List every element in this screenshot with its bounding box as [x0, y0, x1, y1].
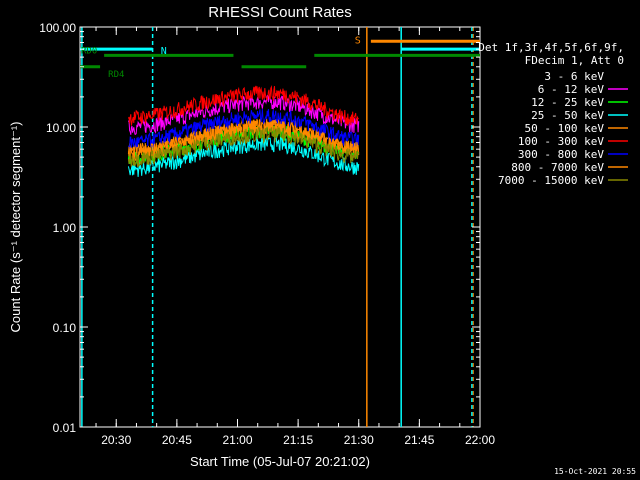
y-tick-label: 10.00	[46, 121, 76, 135]
y-tick-label: 100.00	[39, 21, 76, 35]
y-axis-label: Count Rate (s⁻¹ detector segment⁻¹)	[8, 122, 23, 333]
legend: Det 1f,3f,4f,5f,6f,9f, FDecim 1, Att 0 3…	[478, 41, 628, 187]
series-line	[127, 108, 360, 150]
saa-label: S	[355, 35, 361, 46]
chart-title: RHESSI Count Rates	[208, 4, 351, 21]
rd4-label: RD4	[108, 70, 124, 80]
x-tick-label: 20:45	[162, 433, 192, 447]
x-tick-label: 22:00	[465, 433, 495, 447]
x-tick-label: 21:30	[344, 433, 374, 447]
legend-header-2: FDecim 1, Att 0	[525, 54, 624, 67]
date-stamp: 15-Oct-2021 20:55	[554, 467, 636, 476]
y-tick-label: 0.01	[53, 421, 77, 435]
series-line	[127, 94, 360, 135]
legend-label: 800 - 7000 keV	[511, 161, 604, 174]
rd0-label: RD0	[81, 46, 97, 56]
x-tick-label: 21:45	[404, 433, 434, 447]
legend-label: 7000 - 15000 keV	[498, 174, 604, 187]
x-axis-ticks: 20:30 20:45 21:00 21:15 21:30 21:45 22:00	[95, 27, 495, 447]
legend-label: 3 - 6 keV	[544, 70, 604, 83]
x-tick-label: 21:15	[283, 433, 313, 447]
legend-label: 25 - 50 keV	[531, 109, 604, 122]
x-tick-label: 20:30	[101, 433, 131, 447]
night-label: N	[161, 46, 167, 57]
legend-label: 6 - 12 keV	[538, 83, 605, 96]
y-tick-label: 0.10	[53, 321, 77, 335]
legend-label: 50 - 100 keV	[525, 122, 605, 135]
legend-label: 12 - 25 keV	[531, 96, 604, 109]
legend-label: 300 - 800 keV	[518, 148, 604, 161]
series-line	[127, 126, 360, 168]
legend-header-1: Det 1f,3f,4f,5f,6f,9f,	[478, 41, 624, 54]
y-tick-label: 1.00	[53, 221, 77, 235]
series-line	[127, 85, 359, 126]
flags-group: N S RD0 RD4	[80, 35, 480, 80]
y-axis-ticks: 0.01 0.10 1.00 10.00 100.00	[39, 21, 480, 435]
x-tick-label: 21:00	[222, 433, 252, 447]
legend-label: 100 - 300 keV	[518, 135, 604, 148]
x-axis-label: Start Time (05-Jul-07 20:21:02)	[190, 454, 370, 469]
series-group	[127, 85, 360, 177]
